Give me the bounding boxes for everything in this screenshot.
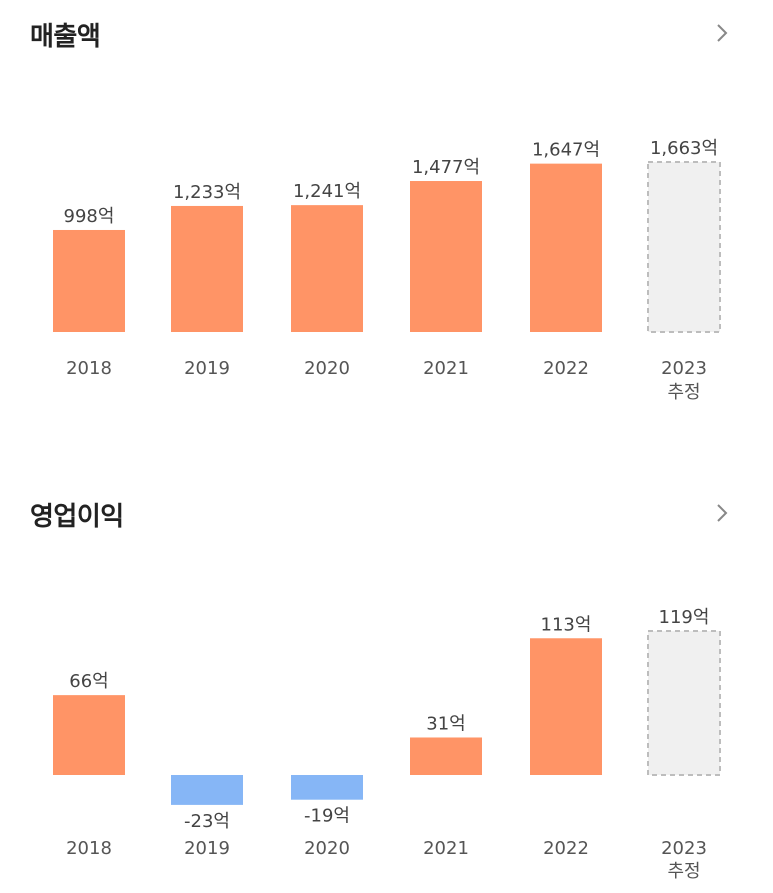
revenue-chart: 998억 2018 1,233억 2019 1,241억 2020 1,477억 2021 1,… — [53, 138, 721, 403]
bar-2021 — [410, 737, 482, 775]
operating-profit-title: 영업이익 — [30, 502, 124, 532]
x-tick-label: 2020 — [304, 358, 350, 379]
x-tick-label: 2023 — [661, 358, 707, 379]
bar-2019 — [171, 775, 243, 805]
bar-value-label: 66억 — [69, 671, 108, 692]
bar-2020 — [291, 775, 363, 800]
revenue-section: 매출액 998억 2018 1,233억 2019 1,241억 2020 1,477억 20… — [0, 0, 773, 430]
x-tick-sublabel: 추정 — [667, 382, 700, 403]
bar-value-label: -19억 — [304, 806, 350, 827]
bar-value-label: 119억 — [659, 607, 710, 628]
x-tick-sublabel: 추정 — [667, 861, 700, 882]
x-tick-label: 2021 — [423, 838, 469, 859]
bar-value-label: 31억 — [426, 713, 465, 734]
x-tick-label: 2020 — [304, 838, 350, 859]
bar-2020 — [291, 205, 363, 332]
bar-value-label: -23억 — [184, 811, 230, 832]
x-tick-label: 2022 — [543, 358, 589, 379]
x-tick-label: 2023 — [661, 838, 707, 859]
bar-2019 — [171, 205, 243, 332]
bar-value-label: 1,663억 — [650, 138, 718, 159]
bar-2022 — [530, 163, 602, 332]
bar-2021 — [410, 181, 482, 332]
bar-value-label: 113억 — [541, 614, 592, 635]
x-tick-label: 2019 — [184, 838, 230, 859]
bar-2018 — [53, 695, 125, 775]
chevron-right-icon[interactable] — [711, 22, 733, 44]
bar-2023 — [647, 630, 721, 776]
bar-2023 — [647, 161, 721, 333]
bar-value-label: 1,241억 — [293, 181, 361, 202]
bar-value-label: 1,233억 — [173, 182, 241, 203]
bar-2022 — [530, 638, 602, 775]
x-tick-label: 2018 — [66, 358, 112, 379]
revenue-title: 매출액 — [30, 22, 101, 52]
bar-value-label: 1,477억 — [412, 157, 480, 178]
x-tick-label: 2022 — [543, 838, 589, 859]
bar-2018 — [53, 229, 125, 332]
bar-value-label: 1,647억 — [532, 140, 600, 161]
x-tick-label: 2021 — [423, 358, 469, 379]
x-tick-label: 2019 — [184, 358, 230, 379]
bar-value-label: 998억 — [64, 206, 115, 227]
chevron-right-icon[interactable] — [711, 502, 733, 524]
x-tick-label: 2018 — [66, 838, 112, 859]
